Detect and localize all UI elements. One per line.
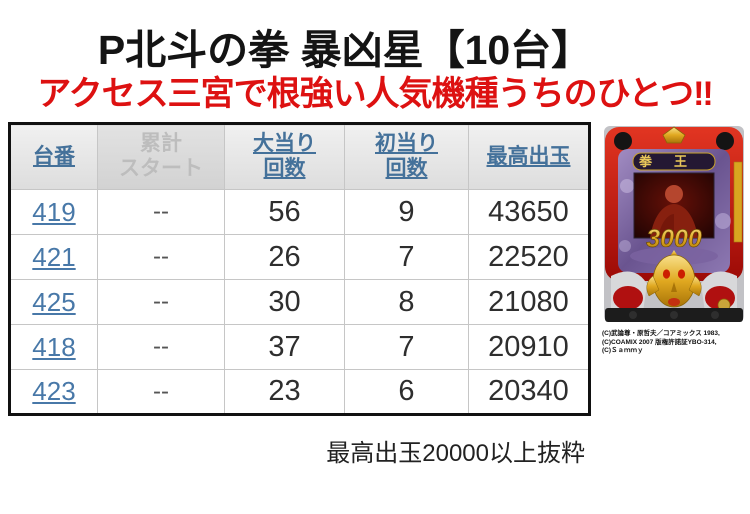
header-label: 初当り <box>375 132 438 156</box>
header-cumulative-start: 累計 スタート <box>97 123 225 190</box>
speaker-right <box>716 132 734 150</box>
cell-jackpot-count: 30 <box>224 279 345 325</box>
cell-max-payout: 21080 <box>468 279 590 325</box>
machine-no-link[interactable]: 425 <box>32 286 76 317</box>
machine-data-table: 台番 累計 スタート 大当り 回数 初当り 回数 最高出玉 <box>8 122 591 416</box>
cell-first-hit-count: 9 <box>344 189 469 235</box>
cell-cumulative-start: -- <box>97 279 225 325</box>
header-row: 台番 累計 スタート 大当り 回数 初当り 回数 最高出玉 <box>9 123 590 190</box>
left-pod <box>613 286 643 310</box>
cell-max-payout: 20340 <box>468 369 590 415</box>
cell-jackpot-count: 23 <box>224 369 345 415</box>
table-row: 425 -- 30 8 21080 <box>9 279 590 325</box>
pachinko-machine-photo: 拳王 3000 <box>604 126 744 322</box>
copyright-line: (C)Ｓａｍｍｙ <box>602 347 644 355</box>
banner-text: 拳王 <box>638 154 709 169</box>
cell-cumulative-start: -- <box>97 189 225 235</box>
machine-no-link[interactable]: 421 <box>32 241 76 272</box>
page-title: P北斗の拳 暴凶星【10台】 <box>97 27 593 73</box>
cell-cumulative-start: -- <box>97 234 225 280</box>
cell-jackpot-count: 26 <box>224 234 345 280</box>
kenoh-helmet <box>646 250 702 308</box>
table-row: 419 -- 56 9 43650 <box>9 189 590 235</box>
cell-cumulative-start: -- <box>97 324 225 370</box>
header-max-payout[interactable]: 最高出玉 <box>468 123 590 190</box>
cell-cumulative-start: -- <box>97 369 225 415</box>
header-first-hit-count[interactable]: 初当り 回数 <box>344 123 469 190</box>
table-footnote: 最高出玉20000以上抜粋 <box>326 440 585 467</box>
speaker-left <box>614 132 632 150</box>
cell-first-hit-count: 7 <box>344 324 469 370</box>
table-row: 421 -- 26 7 22520 <box>9 234 590 280</box>
header-label: 累計 <box>140 132 182 156</box>
header-jackpot-count[interactable]: 大当り 回数 <box>224 123 345 190</box>
header-machine-no[interactable]: 台番 <box>9 123 98 190</box>
table-row: 418 -- 37 7 20910 <box>9 324 590 370</box>
copyright-notice: (C)武論尊・原哲夫／コアミックス 1983, (C)COAMIX 2007 版… <box>602 330 748 356</box>
machine-no-link[interactable]: 423 <box>32 376 76 406</box>
cell-first-hit-count: 6 <box>344 369 469 415</box>
top-crest <box>662 126 686 144</box>
machine-no-link[interactable]: 418 <box>32 331 76 362</box>
header-label: 最高出玉 <box>486 144 571 168</box>
cell-max-payout: 20910 <box>468 324 590 370</box>
copyright-line: (C)COAMIX 2007 版権許諾証YBO-314, <box>602 338 717 346</box>
cell-jackpot-count: 37 <box>224 324 345 370</box>
character-art <box>650 185 698 238</box>
header-label: 台番 <box>33 144 75 168</box>
header-label: スタート <box>119 157 203 180</box>
cell-machine-no: 425 <box>9 279 98 325</box>
machine-body: 拳王 3000 <box>604 126 744 322</box>
cell-machine-no: 418 <box>9 324 98 370</box>
cell-first-hit-count: 8 <box>344 279 469 325</box>
cell-jackpot-count: 56 <box>224 189 345 235</box>
cell-first-hit-count: 7 <box>344 234 469 280</box>
catch-copy: アクセス三宮で根強い人気機種うちのひとつ‼ <box>37 75 713 113</box>
machine-no-link[interactable]: 419 <box>32 196 76 227</box>
header-label: 回数 <box>263 157 306 180</box>
cell-machine-no: 421 <box>9 234 98 280</box>
cell-max-payout: 43650 <box>468 189 590 235</box>
cell-max-payout: 22520 <box>468 234 590 280</box>
title-banner <box>632 152 716 171</box>
cell-machine-no: 423 <box>9 369 98 415</box>
table-row: 423 -- 23 6 20340 <box>9 369 590 415</box>
side-gold-strip <box>733 161 743 243</box>
header-label: 回数 <box>385 157 428 180</box>
cell-machine-no: 419 <box>9 189 98 235</box>
copyright-line: (C)武論尊・原哲夫／コアミックス 1983, <box>602 330 720 337</box>
header-label: 大当り <box>253 132 316 156</box>
